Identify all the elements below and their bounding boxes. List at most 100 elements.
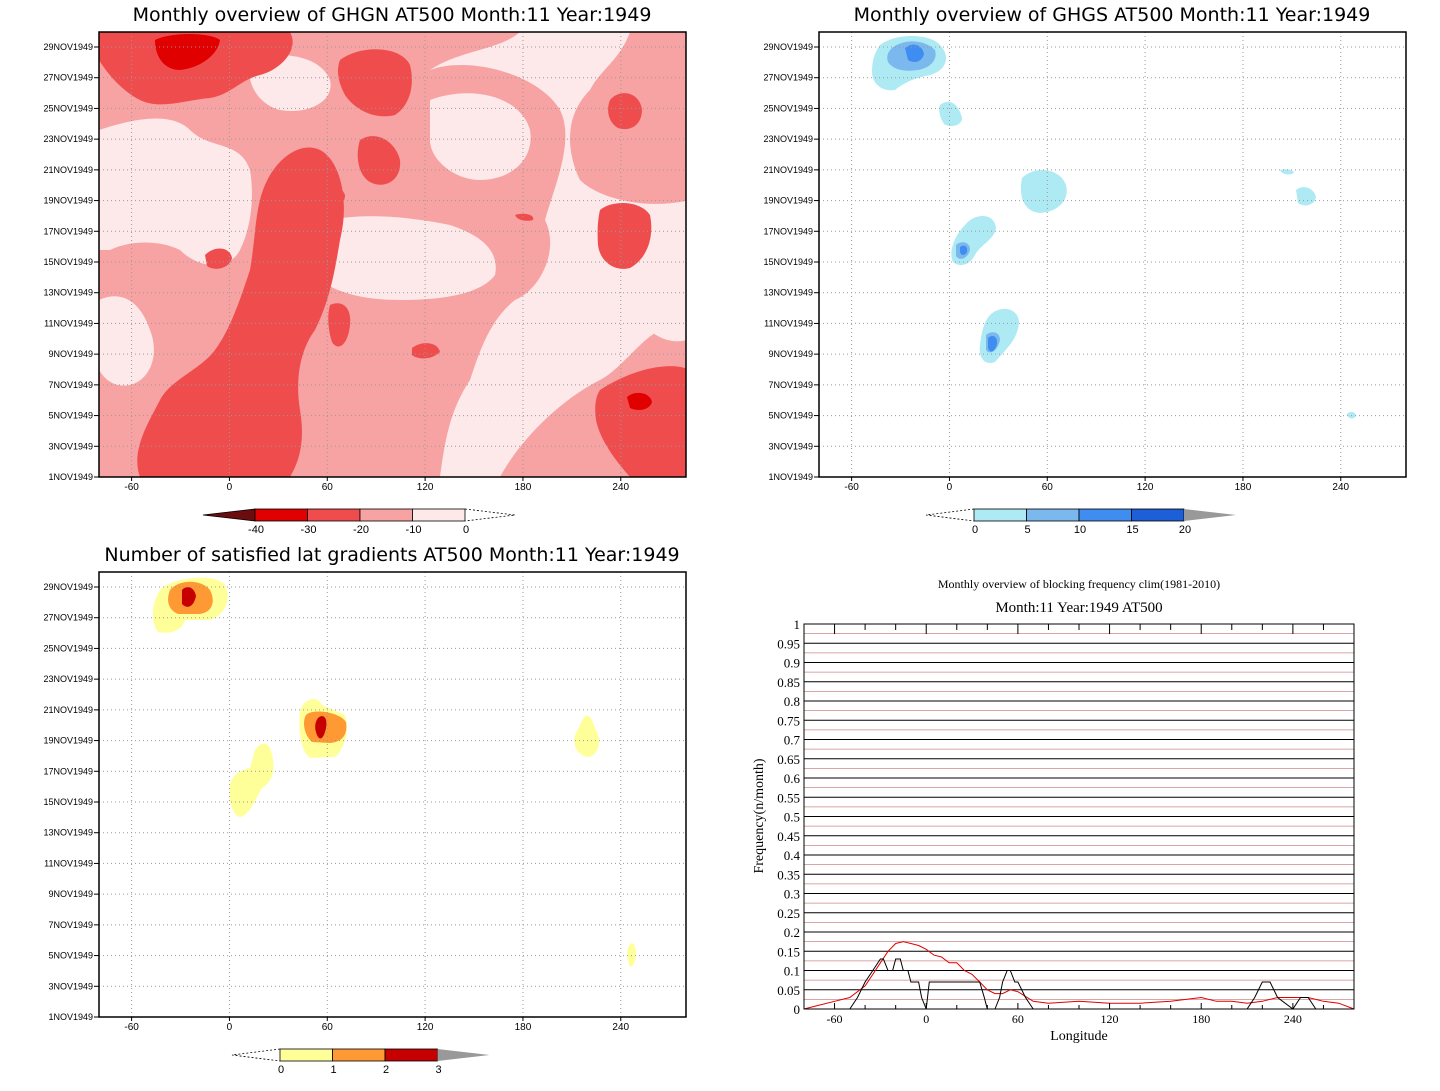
colorbar-swatch (1131, 508, 1185, 522)
ghgn-strong-regions (155, 34, 652, 410)
y-tick-label: 25NOV1949 (43, 643, 93, 653)
freq-y-tick-label: 0.5 (784, 810, 800, 825)
sat-level3-region (182, 587, 196, 607)
x-tick-label: 120 (417, 482, 434, 493)
colorbar-swatch (307, 508, 361, 522)
colorbar-tick-label: 20 (1179, 524, 1191, 536)
x-tick-label: 180 (1235, 482, 1252, 493)
colorbar-extend-left (925, 508, 975, 522)
ghgn-medium-region (597, 203, 652, 269)
sat-y-ticks: 1NOV1949 3NOV1949 5NOV1949 7NOV1949 9NOV1949… (43, 582, 99, 1022)
y-tick-label: 23NOV1949 (43, 674, 93, 684)
ghgn-field (99, 32, 686, 477)
sat-level1-region (627, 943, 636, 967)
ghgs-field (819, 32, 1406, 477)
y-tick-label: 7NOV1949 (48, 920, 93, 930)
y-tick-label: 27NOV1949 (43, 73, 93, 83)
y-tick-label: 3NOV1949 (768, 441, 813, 451)
colorbar-tick-label: 15 (1126, 524, 1138, 536)
ghgn-medium-region (515, 213, 534, 221)
sat-frame (98, 571, 687, 1018)
x-tick-label: -60 (844, 482, 859, 493)
y-tick-label: 11NOV1949 (44, 318, 93, 328)
x-tick-label: 0 (947, 482, 953, 493)
ghgn-light-region (99, 118, 252, 265)
colorbar-tick-label: 10 (1074, 524, 1086, 536)
ghgn-light-region (99, 296, 154, 386)
freq-x-tick-label: 120 (1101, 1012, 1119, 1026)
ghgn-frame (98, 31, 687, 478)
sat-title: Number of satisfied lat gradients AT500 … (104, 544, 679, 566)
ghgn-medium-region (328, 303, 351, 347)
panel-freq: Monthly overview of blocking frequency c… (752, 577, 1355, 1044)
x-tick-label: 180 (515, 1022, 532, 1033)
y-tick-label: 21NOV1949 (763, 165, 813, 175)
freq-y-tick-label: 0.9 (784, 656, 800, 671)
colorbar-tick-label: 0 (463, 524, 469, 536)
ghgn-colorbar: -40 -30 -20 -10 0 (202, 508, 516, 536)
y-tick-label: 9NOV1949 (768, 349, 813, 359)
x-tick-label: 180 (515, 482, 532, 493)
x-tick-label: 60 (322, 1022, 334, 1033)
ghgn-x-ticks: -60 0 60 120 180 240 (124, 477, 630, 493)
y-tick-label: 1NOV1949 (48, 472, 93, 482)
ghgn-light-region (430, 32, 686, 477)
ghgn-light-region (430, 93, 531, 180)
y-tick-label: 23NOV1949 (43, 134, 93, 144)
y-tick-label: 5NOV1949 (768, 411, 813, 421)
colorbar-tick-label: 3 (435, 1064, 441, 1076)
y-tick-label: 7NOV1949 (48, 380, 93, 390)
x-tick-label: 240 (612, 1022, 629, 1033)
freq-subtitle: Month:11 Year:1949 AT500 (995, 600, 1162, 616)
y-tick-label: 25NOV1949 (43, 103, 93, 113)
ghgs-light-region (1280, 169, 1294, 175)
colorbar-swatch (359, 508, 413, 522)
freq-y-tick-label: 0.75 (777, 713, 800, 728)
freq-series-line (803, 941, 1355, 1010)
ghgn-medium-region (137, 147, 344, 477)
y-tick-label: 15NOV1949 (43, 797, 93, 807)
y-tick-label: 13NOV1949 (763, 288, 813, 298)
ghgs-strong-region (960, 245, 968, 255)
x-tick-label: 0 (227, 1022, 233, 1033)
sat-field (99, 572, 686, 1017)
ghgn-medium-region (608, 93, 642, 130)
colorbar-tick-label: -30 (301, 524, 317, 536)
y-tick-label: 9NOV1949 (48, 889, 93, 899)
y-tick-label: 17NOV1949 (763, 226, 813, 236)
ghgs-y-ticks: 1NOV1949 3NOV1949 5NOV1949 7NOV1949 9NOV1949… (763, 42, 819, 482)
ghgs-title: Monthly overview of GHGS AT500 Month:11 … (854, 4, 1371, 26)
y-tick-label: 27NOV1949 (763, 73, 813, 83)
x-tick-label: 240 (1332, 482, 1349, 493)
y-tick-label: 25NOV1949 (763, 103, 813, 113)
y-tick-label: 3NOV1949 (48, 441, 93, 451)
y-tick-label: 17NOV1949 (43, 226, 93, 236)
ghgn-medium-region (357, 136, 401, 185)
freq-x-ticks: -60 0 60 120 180 240 (827, 624, 1355, 1026)
colorbar-tick-label: 0 (278, 1064, 284, 1076)
colorbar-swatch (1078, 508, 1132, 522)
y-tick-label: 19NOV1949 (43, 736, 93, 746)
freq-title: Monthly overview of blocking frequency c… (938, 577, 1220, 591)
ghgn-light-region (296, 216, 496, 300)
y-tick-label: 15NOV1949 (43, 257, 93, 267)
freq-y-ticks: 0 0.05 0.1 0.15 0.2 0.25 0.3 0.35 0.4 0.45 0.5 0.55… (777, 617, 800, 1017)
ghgn-y-ticks: 1NOV1949 3NOV1949 5NOV1949 7NOV1949 9NOV1949… (43, 42, 99, 482)
freq-y-tick-label: 1 (794, 617, 801, 632)
ghgs-light-region (939, 101, 962, 126)
colorbar-extend-right (464, 508, 516, 522)
freq-y-tick-label: 0.55 (777, 790, 800, 805)
y-tick-label: 5NOV1949 (48, 411, 93, 421)
sat-level3-regions (182, 587, 327, 739)
panel-ghgn: Monthly overview of GHGN AT500 Month:11 … (43, 4, 687, 536)
ghgn-medium-region (99, 32, 293, 105)
freq-y-tick-label: 0 (794, 1002, 801, 1017)
ghgs-frame (818, 31, 1407, 478)
y-tick-label: 23NOV1949 (763, 134, 813, 144)
colorbar-extend-right (437, 1049, 490, 1061)
ghgs-strong-region (905, 44, 924, 62)
ghgs-strong-region (988, 336, 998, 352)
colorbar-extend-left (202, 508, 256, 522)
ghgn-strong-region (155, 34, 220, 70)
